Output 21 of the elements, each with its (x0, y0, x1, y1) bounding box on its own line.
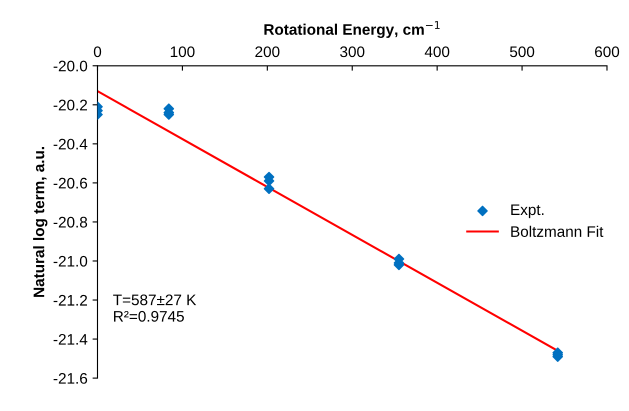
y-tick-label: -21.2 (54, 294, 88, 306)
x-axis-title: Rotational Energy, cm$^{−1}$ (264, 21, 440, 38)
y-tick-label: -20.6 (54, 178, 88, 189)
y-tick-label: -20.0 (54, 60, 88, 72)
x-tick-label: 400 (424, 46, 450, 58)
y-tick-label: -21.6 (54, 372, 88, 384)
y-tick-label: -21.4 (54, 334, 88, 345)
legend-label: Expt. (511, 204, 544, 218)
y-tick-label: -20.8 (54, 216, 88, 228)
annotation: T=587±27 K R²=0.9745 (113, 294, 196, 322)
x-tick-label: 0 (94, 46, 102, 58)
y-tick-label: -21.0 (54, 256, 88, 267)
x-tick-label: 300 (340, 46, 364, 58)
y-axis-title: Natural log term, a.u. (33, 147, 48, 297)
x-tick-label: 600 (595, 46, 620, 58)
y-tick-label: -20.2 (54, 100, 88, 110)
x-tick-label: 500 (510, 46, 534, 58)
legend-label: Boltzmann Fit (511, 226, 604, 237)
x-tick-label: 200 (255, 46, 280, 58)
x-tick-label: 100 (170, 46, 195, 58)
y-tick-label: -20.4 (54, 138, 88, 150)
